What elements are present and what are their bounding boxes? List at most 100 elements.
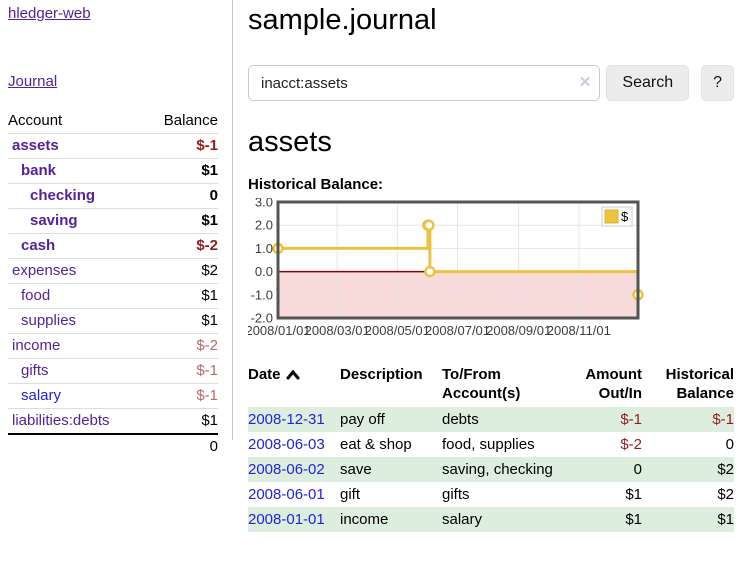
sidebar-account-link[interactable]: assets [12,137,59,154]
svg-text:-2.0: -2.0 [251,311,273,326]
sidebar-account-tbody: assets $-1 bank $1 checking 0 saving $1 … [8,133,218,434]
sidebar-account-link[interactable]: saving [30,212,78,229]
sidebar-account-row: checking 0 [8,183,218,209]
sidebar: hledger-web Journal Account Balance asse… [0,0,233,459]
svg-text:0.0: 0.0 [255,264,273,279]
sidebar-account-row: saving $1 [8,208,218,234]
transaction-balance: $2 [717,461,734,478]
transaction-balance: $1 [717,511,734,528]
sidebar-account-balance: $-2 [144,333,218,359]
transaction-amount: 0 [633,461,642,478]
sidebar-account-balance: $-1 [144,358,218,384]
date-column-header[interactable]: Date [248,361,340,407]
help-button[interactable]: ? [701,65,734,101]
sidebar-account-row: gifts $-1 [8,358,218,384]
sidebar-account-link[interactable]: income [12,337,61,354]
transaction-amount: $-1 [620,411,642,428]
transaction-balance: 0 [725,436,734,453]
register-row: 2008-06-03 eat & shop food, supplies $-2… [248,432,734,457]
sidebar-account-row: cash $-2 [8,233,218,259]
clear-search-icon[interactable]: ✕ [578,74,592,91]
sidebar-account-table: Account Balance assets $-1 bank $1 check… [8,109,218,459]
svg-text:2.0: 2.0 [255,218,273,233]
transaction-accounts: food, supplies [442,436,535,453]
sidebar-account-balance: $-1 [144,383,218,409]
sidebar-table-header: Account Balance [8,109,218,134]
svg-text:1.0: 1.0 [255,241,273,256]
svg-text:3.0: 3.0 [255,198,273,210]
sort-ascending-icon [286,369,300,380]
date-header-label: Date [248,366,281,383]
sidebar-account-balance: $1 [144,308,218,334]
search-bar: ✕ Search ? [248,65,734,101]
sidebar-account-link[interactable]: food [21,287,51,304]
sidebar-item-journal[interactable]: Journal [8,73,58,90]
sidebar-account-row: supplies $1 [8,308,218,334]
sidebar-total-spacer [8,433,145,459]
sidebar-account-balance: $1 [144,158,218,184]
sidebar-account-link[interactable]: gifts [21,362,49,379]
transaction-balance: $2 [717,486,734,503]
transaction-date-link[interactable]: 2008-06-03 [248,436,325,453]
sidebar-account-row: bank $1 [8,158,218,184]
sidebar-account-row: income $-2 [8,333,218,359]
svg-text:2008/09/01: 2008/09/01 [486,323,551,338]
register-row: 2008-12-31 pay off debts $-1 $-1 [248,407,734,432]
sidebar-account-row: assets $-1 [8,133,218,159]
sidebar-account-row: expenses $2 [8,258,218,284]
register-table: Date Description To/From Account(s) Amou… [248,361,734,532]
register-header-row: Date Description To/From Account(s) Amou… [248,361,734,407]
transaction-accounts: salary [442,511,483,528]
description-column-header: Description [340,366,423,383]
transaction-accounts: saving, checking [442,461,553,478]
search-input[interactable] [248,65,601,101]
app-title-link[interactable]: hledger-web [8,5,91,22]
register-row: 2008-06-02 save saving, checking 0 $2 [248,457,734,482]
amount-column-header: Amount Out/In [585,366,642,402]
sidebar-account-link[interactable]: bank [21,162,57,179]
svg-text:2008/07/01: 2008/07/01 [425,323,490,338]
balance-column-header-register: Historical Balance [665,366,734,402]
transaction-balance: $-1 [712,411,734,428]
sidebar-total-balance: 0 [144,433,218,459]
transaction-description: income [340,511,389,528]
sidebar-account-row: salary $-1 [8,383,218,409]
sidebar-account-link[interactable]: supplies [21,312,77,329]
sidebar-account-balance: 0 [144,183,218,209]
svg-text:2008/11/01: 2008/11/01 [547,323,611,338]
transaction-description: save [340,461,372,478]
account-page-title: assets [248,126,332,158]
sidebar-account-link[interactable]: expenses [12,262,77,279]
main-content: sample.journal ✕ Search ? assets Histori… [245,0,734,532]
sidebar-total-row: 0 [8,433,218,459]
historical-balance-chart: $3.0 2.0 1.0 0.0 -1.0 -2.0 2008/01/01 2008/03/0… [245,195,734,347]
transaction-amount: $-2 [620,436,642,453]
transaction-date-link[interactable]: 2008-12-31 [248,411,325,428]
page-title: sample.journal [248,4,437,36]
sidebar-account-link[interactable]: salary [21,387,62,404]
sidebar-account-balance: $1 [144,408,218,434]
transaction-amount: $1 [625,486,642,503]
sidebar-account-link[interactable]: liabilities:debts [12,412,110,429]
transaction-accounts: gifts [442,486,470,503]
sidebar-account-link[interactable]: checking [30,187,96,204]
sidebar-account-balance: $1 [144,208,218,234]
transaction-date-link[interactable]: 2008-01-01 [248,511,325,528]
sidebar-account-row: food $1 [8,283,218,309]
sidebar-account-balance: $-2 [144,233,218,259]
sidebar-account-link[interactable]: cash [21,237,56,254]
account-column-header: Account [8,112,63,129]
sidebar-account-balance: $1 [144,283,218,309]
transaction-date-link[interactable]: 2008-06-02 [248,461,325,478]
balance-column-header: Balance [163,112,218,129]
register-tbody: 2008-12-31 pay off debts $-1 $-1 2008-06… [248,407,734,532]
transaction-date-link[interactable]: 2008-06-01 [248,486,325,503]
sidebar-account-balance: $2 [144,258,218,284]
search-button[interactable]: Search [606,65,690,101]
accounts-column-header: To/From Account(s) [442,366,521,402]
register-row: 2008-06-01 gift gifts $1 $2 [248,482,734,507]
chart-label: Historical Balance: [248,176,384,193]
svg-text:-1.0: -1.0 [251,287,273,302]
transaction-description: eat & shop [340,436,412,453]
svg-text:2008/05/01: 2008/05/01 [365,323,430,338]
